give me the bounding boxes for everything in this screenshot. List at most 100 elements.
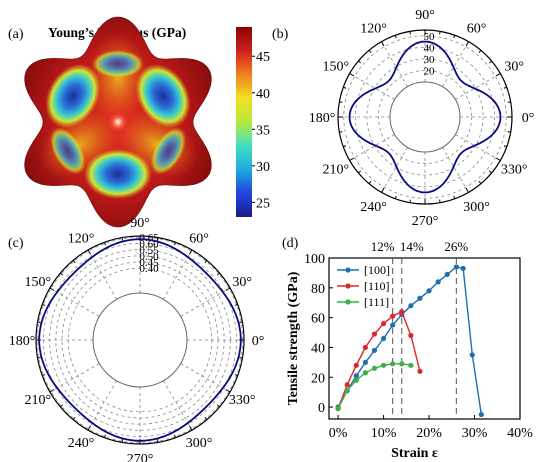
polar-ring [354,46,496,188]
series-point [353,362,359,368]
polar-radial-label: 30 [424,54,436,66]
polar-angle-tick [225,287,231,291]
series-point [435,279,441,285]
polar-angle-tick [87,425,91,431]
polar-angle-label: 300° [186,436,213,451]
series-point [390,361,396,367]
y-tick-label: 40 [311,341,325,356]
polar-angle-tick [394,195,397,199]
polar-angle-tick [217,272,220,276]
series-point [371,347,378,354]
colorbar-tick-label: 35 [256,123,270,138]
polar-ring [49,249,231,431]
series-point [344,382,350,388]
x-tick-label: 40% [507,426,533,441]
polar-ring [67,267,213,413]
polar-angle-tick [339,131,343,133]
surface-min-lobe [84,149,152,199]
series-point [362,344,368,351]
polar-angle-tick [439,199,441,203]
polar-angle-tick [60,272,63,276]
series-point [399,361,405,367]
series-point [362,359,368,365]
panel-b-polar: 90° 60° 30° 0° 330° 300° 270° 240° 210° 180° 150° 1… [309,8,535,229]
polar-angle-tick [42,374,46,377]
polar-angle-tick [478,50,482,53]
polar-angle-label: 150° [25,275,52,290]
polar-angle-tick [368,181,372,184]
polar-angle-tick [37,321,41,323]
polar-radial-label: 0.40 [139,263,159,275]
panel-d-line-chart: 0 20 40 60 80 100 0% 10% 20% 30% 40% Strain ε Tensil… [286,239,533,461]
panel-label-d: (d) [282,236,299,251]
polar-radial-label: 20 [424,65,436,77]
polar-angle-label: 240° [360,200,387,215]
polar-spoke [349,73,395,100]
polar-angle-tick [174,434,177,438]
y-tick-label: 100 [304,252,325,267]
polar-angle-tick [189,249,193,255]
polar-angle-tick [239,321,243,323]
strain-marker-label: 12% [371,239,395,254]
legend-swatch-marker [345,267,351,273]
polar-angle-tick [157,237,159,241]
series-point [353,373,359,379]
polar-angle-tick [103,434,106,438]
surface-center-max [105,109,131,135]
series-point [380,335,387,342]
polar-angle-tick [503,86,507,89]
legend-label: [110] [364,279,390,293]
series-line [337,310,421,409]
y-tick-label: 0 [318,401,325,416]
polar-angle-label: 120° [360,22,387,37]
series-point [478,411,484,418]
x-tick-label: 20% [416,426,442,441]
polar-angle-tick [37,357,41,359]
polar-angle-tick [103,242,106,246]
y-tick-label: 60 [311,312,325,327]
surface-min-lobe [135,64,191,128]
y-tick-label: 20 [311,371,325,386]
series-point [353,377,359,383]
series-point [408,303,414,309]
series-point [390,313,396,319]
polar-spoke [349,134,395,161]
polar-inner-circle [389,81,461,153]
colorbar-tick-label: 40 [256,87,270,102]
polar-angle-tick [42,303,46,306]
series-point [417,368,423,374]
polar-angle-label: 90° [130,216,150,231]
polar-angle-tick [349,157,355,161]
polar-angle-tick [439,31,441,35]
polar-radial-label: 40 [424,42,436,54]
series-line [337,266,482,415]
polar-angle-tick [478,181,482,184]
surface-secondary-lobe [92,50,144,78]
polar-angle-label: 0° [252,334,265,349]
polar-angle-tick [409,199,411,203]
polar-spoke [442,147,469,193]
series-point [408,332,414,339]
polar-angle-label: 300° [463,200,490,215]
series-point [444,271,450,277]
y-tick-label: 80 [311,282,325,297]
polar-ring [55,255,225,425]
polar-angle-label: 60° [467,22,487,37]
legend-label: [111] [364,295,389,309]
series-point [417,295,423,301]
polar-angle-tick [503,145,507,148]
polar-angle-tick [381,187,385,193]
polar-angle-tick [234,374,238,377]
polar-spoke [381,147,408,193]
polar-angle-tick [495,157,501,161]
polar-angle-label: 330° [501,162,528,177]
polar-angle-tick [349,73,355,77]
polar-angle-tick [157,439,159,443]
x-axis-label: Strain ε [391,446,438,461]
polar-spoke [455,134,501,161]
polar-angle-label: 330° [229,393,256,408]
series-point [399,309,405,315]
series-point [460,265,466,272]
